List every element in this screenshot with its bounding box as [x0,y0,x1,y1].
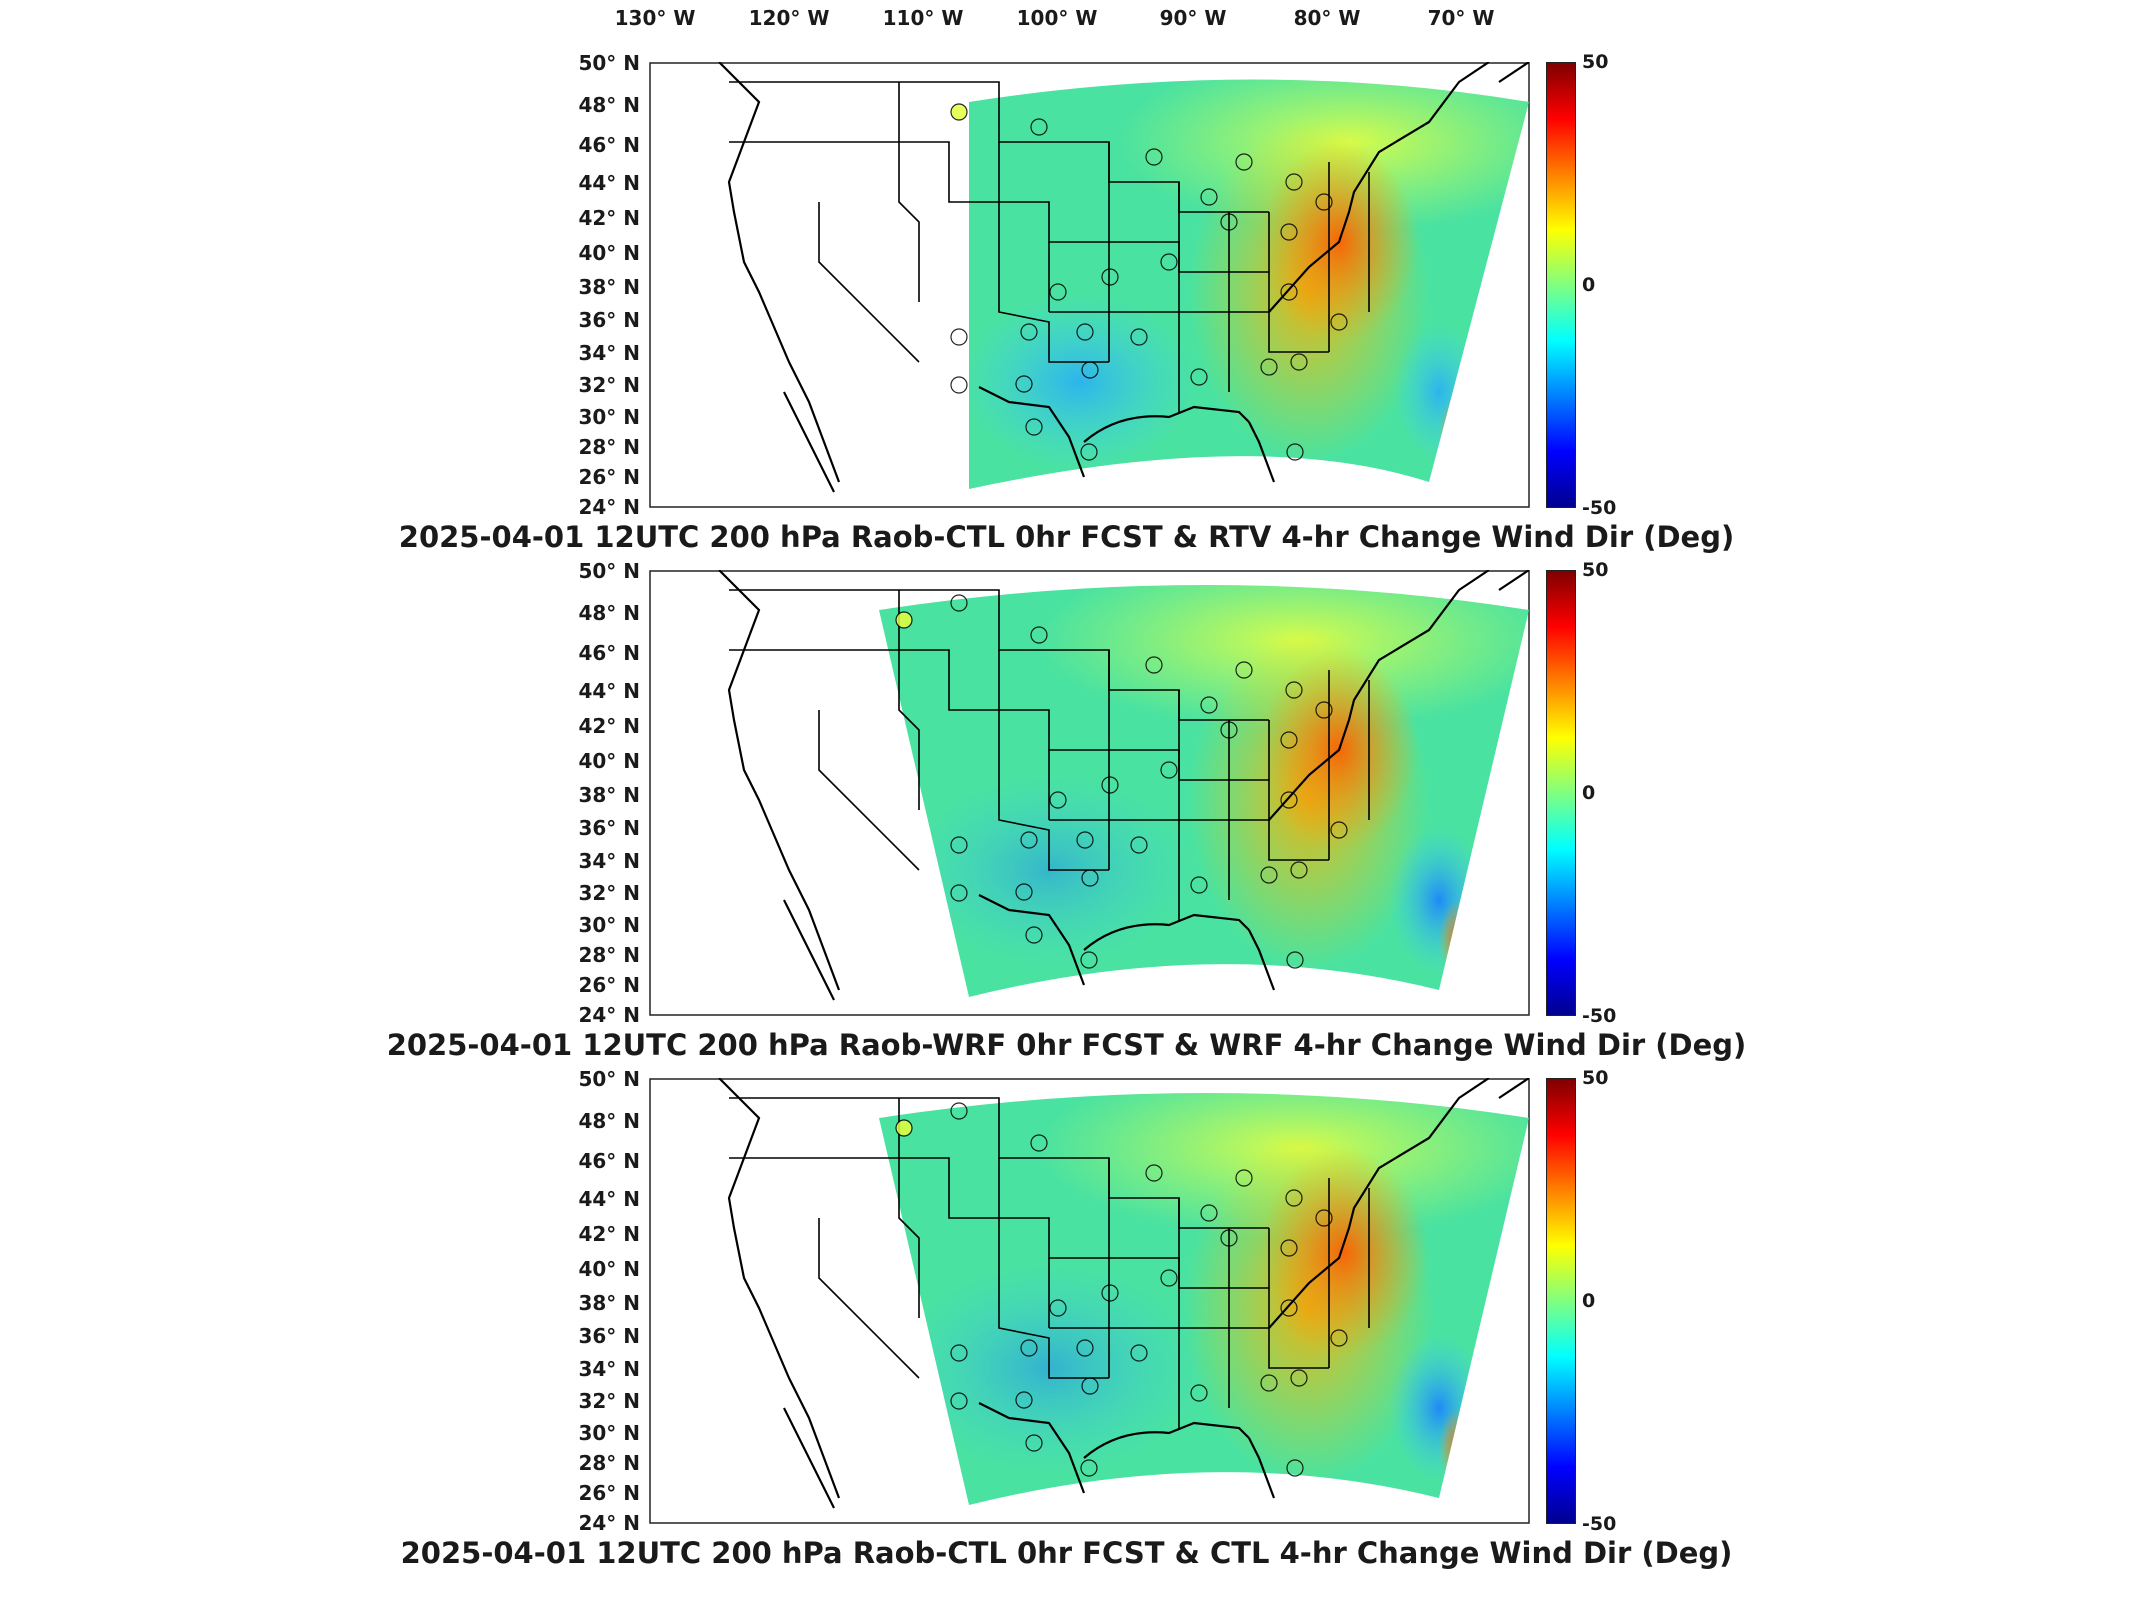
lat-label-34n: 34° N [578,1357,640,1381]
lat-label-42n: 42° N [578,1222,640,1246]
colorbar-2-max: 50 [1582,559,1609,581]
station-markers-2 [895,594,1348,969]
colorbar-3-max: 50 [1582,1067,1609,1089]
state-borders-3 [729,1097,1370,1428]
lat-label-24n: 24° N [578,1511,640,1535]
colorbar-1 [1546,62,1576,508]
lat-label-42n: 42° N [578,206,640,230]
lat-label-38n: 38° N [578,275,640,299]
colorbar-1-mid: 0 [1582,274,1596,296]
lat-label-50n: 50° N [578,1067,640,1091]
lat-label-24n: 24° N [578,1003,640,1027]
lon-label-100w: 100° W [1016,6,1098,30]
lon-label-70w: 70° W [1427,6,1495,30]
lat-label-36n: 36° N [578,816,640,840]
lat-label-44n: 44° N [578,679,640,703]
colorbar-3-mid: 0 [1582,1290,1596,1312]
lat-label-40n: 40° N [578,1257,640,1281]
lat-label-46n: 46° N [578,641,640,665]
panel-1-title: 2025-04-01 12UTC 200 hPa Raob-CTL 0hr FC… [398,520,1735,554]
lat-label-32n: 32° N [578,373,640,397]
state-borders-2 [729,589,1370,920]
lat-label-44n: 44° N [578,1187,640,1211]
state-borders-1 [729,81,1370,412]
station-markers-1 [950,103,1348,461]
lat-label-36n: 36° N [578,308,640,332]
colorbar-1-max: 50 [1582,51,1609,73]
lat-label-32n: 32° N [578,881,640,905]
lat-label-34n: 34° N [578,341,640,365]
panel-3-title: 2025-04-01 12UTC 200 hPa Raob-CTL 0hr FC… [400,1536,1733,1570]
colorbar-2 [1546,570,1576,1016]
lon-label-110w: 110° W [882,6,964,30]
colorbar-3 [1546,1078,1576,1524]
lat-label-48n: 48° N [578,601,640,625]
panel-2-title: 2025-04-01 12UTC 200 hPa Raob-WRF 0hr FC… [386,1028,1747,1062]
lat-label-30n: 30° N [578,1421,640,1445]
lat-label-46n: 46° N [578,1149,640,1173]
lat-label-50n: 50° N [578,51,640,75]
lat-label-42n: 42° N [578,714,640,738]
lat-label-50n: 50° N [578,559,640,583]
map-panel-3 [649,1078,1530,1524]
map-panel-2 [649,570,1530,1016]
lat-label-48n: 48° N [578,93,640,117]
lat-label-36n: 36° N [578,1324,640,1348]
lat-label-28n: 28° N [578,1451,640,1475]
map-panel-1 [649,62,1530,508]
lat-label-40n: 40° N [578,241,640,265]
lat-label-46n: 46° N [578,133,640,157]
colorbar-2-mid: 0 [1582,782,1596,804]
lat-label-34n: 34° N [578,849,640,873]
colorbar-2-min: -50 [1582,1005,1617,1027]
lat-label-30n: 30° N [578,913,640,937]
lat-label-26n: 26° N [578,973,640,997]
lat-label-44n: 44° N [578,171,640,195]
colorbar-1-min: -50 [1582,497,1617,519]
lat-label-28n: 28° N [578,943,640,967]
coastlines-2 [718,570,1530,1001]
lat-label-26n: 26° N [578,1481,640,1505]
lon-label-130w: 130° W [614,6,696,30]
coastlines-3 [718,1078,1530,1509]
lat-label-38n: 38° N [578,783,640,807]
coastlines-1 [718,62,1530,493]
lat-label-40n: 40° N [578,749,640,773]
lat-label-24n: 24° N [578,495,640,519]
lat-label-30n: 30° N [578,405,640,429]
lat-label-48n: 48° N [578,1109,640,1133]
station-markers-3 [895,1102,1348,1477]
lon-label-120w: 120° W [748,6,830,30]
colorbar-3-min: -50 [1582,1513,1617,1535]
lat-label-28n: 28° N [578,435,640,459]
lat-label-38n: 38° N [578,1291,640,1315]
lat-label-26n: 26° N [578,465,640,489]
lat-label-32n: 32° N [578,1389,640,1413]
lon-label-90w: 90° W [1159,6,1227,30]
lon-label-80w: 80° W [1293,6,1361,30]
